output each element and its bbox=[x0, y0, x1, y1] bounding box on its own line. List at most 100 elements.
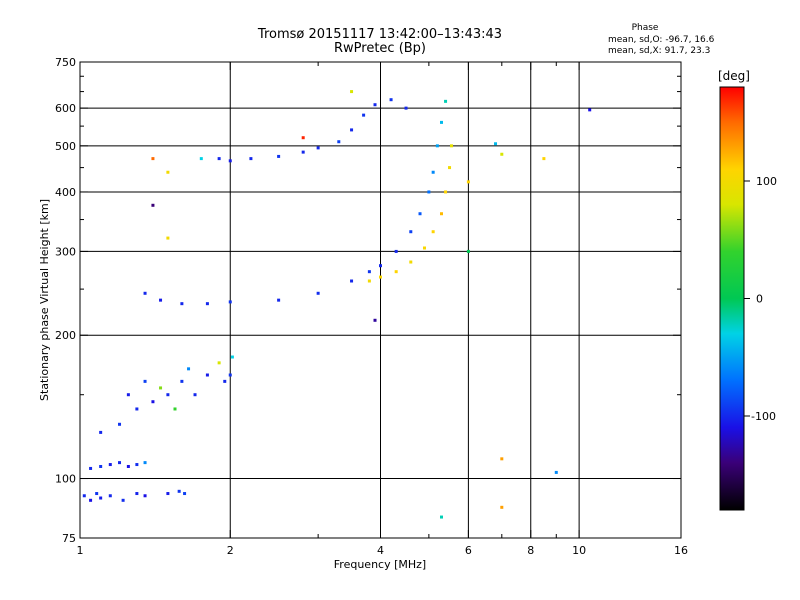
data-point bbox=[277, 154, 281, 158]
y-axis-label: Stationary phase Virtual Height [km] bbox=[38, 199, 51, 401]
data-point bbox=[389, 98, 393, 102]
x-tick-label: 16 bbox=[674, 544, 688, 557]
data-point bbox=[431, 170, 435, 174]
data-point bbox=[500, 152, 504, 156]
data-point bbox=[118, 422, 122, 426]
colorbar: [deg] 100 0 -100 bbox=[718, 69, 777, 511]
data-point bbox=[435, 144, 439, 148]
data-point bbox=[367, 270, 371, 274]
data-point bbox=[205, 373, 209, 377]
data-point bbox=[143, 291, 147, 295]
data-point bbox=[223, 379, 227, 383]
x-tick-label: 10 bbox=[572, 544, 586, 557]
data-point bbox=[126, 464, 130, 468]
x-tick-label: 2 bbox=[227, 544, 234, 557]
data-point bbox=[588, 108, 592, 112]
axis-ticks: 1 2 4 6 8 10 16 75 100 200 300 400 500 600 750 bbox=[55, 56, 688, 557]
data-point bbox=[277, 298, 281, 302]
data-point bbox=[362, 113, 366, 117]
phase-summary-x: mean, sd,X: 91.7, 23.3 bbox=[608, 46, 710, 56]
data-point bbox=[554, 470, 558, 474]
data-point bbox=[249, 157, 253, 161]
data-point bbox=[448, 166, 452, 170]
data-point bbox=[394, 249, 398, 253]
data-point bbox=[99, 496, 103, 500]
data-point bbox=[89, 498, 93, 502]
data-point bbox=[394, 270, 398, 274]
data-points bbox=[82, 90, 592, 519]
data-point bbox=[205, 302, 209, 306]
data-point bbox=[230, 355, 234, 359]
data-point bbox=[135, 463, 139, 467]
y-tick-label: 750 bbox=[55, 56, 76, 69]
data-point bbox=[177, 489, 181, 493]
data-point bbox=[166, 492, 170, 496]
data-point bbox=[99, 430, 103, 434]
data-point bbox=[542, 157, 546, 161]
x-tick-label: 1 bbox=[77, 544, 84, 557]
data-point bbox=[316, 146, 320, 150]
data-point bbox=[151, 203, 155, 207]
chart-title: Tromsø 20151117 13:42:00–13:43:43 bbox=[257, 27, 502, 42]
data-point bbox=[95, 492, 99, 496]
phase-summary-title: Phase bbox=[632, 23, 659, 33]
data-point bbox=[422, 246, 426, 250]
data-point bbox=[427, 190, 431, 194]
data-point bbox=[151, 157, 155, 161]
data-point bbox=[440, 212, 444, 216]
data-point bbox=[199, 157, 203, 161]
data-point bbox=[409, 230, 413, 234]
data-point bbox=[494, 142, 498, 146]
data-point bbox=[217, 361, 221, 365]
data-point bbox=[373, 103, 377, 107]
grid-lines bbox=[80, 62, 681, 538]
data-point bbox=[143, 494, 147, 498]
data-point bbox=[187, 367, 191, 371]
data-point bbox=[180, 379, 184, 383]
data-point bbox=[367, 279, 371, 283]
data-point bbox=[350, 128, 354, 132]
colorbar-tick-label: 0 bbox=[756, 293, 763, 306]
data-point bbox=[500, 457, 504, 461]
y-tick-label: 600 bbox=[55, 102, 76, 115]
x-tick-label: 8 bbox=[527, 544, 534, 557]
y-tick-label: 200 bbox=[55, 329, 76, 342]
data-point bbox=[217, 157, 221, 161]
data-point bbox=[121, 498, 125, 502]
data-point bbox=[135, 407, 139, 411]
data-point bbox=[166, 236, 170, 240]
data-point bbox=[82, 494, 86, 498]
plot-frame bbox=[79, 61, 682, 539]
data-point bbox=[409, 260, 413, 264]
colorbar-ticks: 100 0 -100 bbox=[744, 175, 777, 423]
colorbar-unit: [deg] bbox=[718, 69, 750, 83]
data-point bbox=[350, 90, 354, 94]
data-point bbox=[143, 379, 147, 383]
data-point bbox=[350, 279, 354, 283]
data-point bbox=[118, 461, 122, 465]
x-tick-label: 6 bbox=[465, 544, 472, 557]
y-tick-label: 100 bbox=[55, 473, 76, 486]
data-point bbox=[440, 120, 444, 124]
x-axis-label: Frequency [MHz] bbox=[334, 558, 426, 571]
chart-subtitle: RwPretec (Bp) bbox=[334, 41, 426, 56]
y-tick-label: 500 bbox=[55, 140, 76, 153]
data-point bbox=[301, 150, 305, 154]
data-point bbox=[373, 318, 377, 322]
data-point bbox=[173, 407, 177, 411]
data-point bbox=[193, 393, 197, 397]
data-point bbox=[444, 99, 448, 103]
data-point bbox=[500, 505, 504, 509]
data-point bbox=[449, 144, 453, 148]
data-point bbox=[180, 302, 184, 306]
data-point bbox=[108, 494, 112, 498]
data-point bbox=[444, 190, 448, 194]
data-point bbox=[466, 249, 470, 253]
colorbar-tick-label: 100 bbox=[756, 175, 777, 188]
colorbar-tick-label: -100 bbox=[751, 410, 776, 423]
data-point bbox=[99, 464, 103, 468]
data-point bbox=[166, 393, 170, 397]
data-point bbox=[466, 180, 470, 184]
data-point bbox=[228, 373, 232, 377]
data-point bbox=[89, 466, 93, 470]
